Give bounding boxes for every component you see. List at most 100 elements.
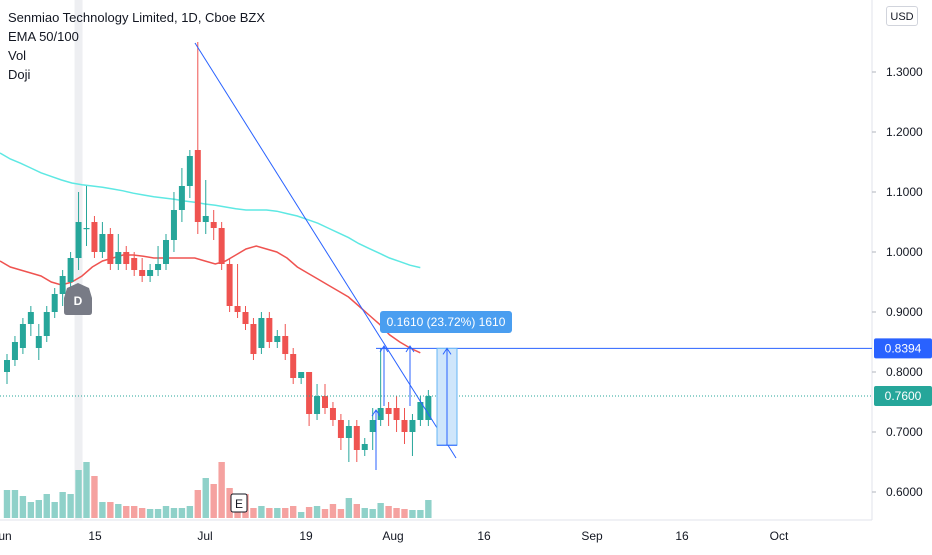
volume-bar bbox=[409, 510, 416, 518]
doji-marker[interactable] bbox=[64, 283, 92, 315]
volume-bar bbox=[146, 509, 154, 518]
candle-body[interactable] bbox=[369, 420, 376, 432]
candle-body[interactable] bbox=[266, 318, 273, 342]
candle-body[interactable] bbox=[51, 294, 58, 312]
candle-body[interactable] bbox=[43, 312, 50, 336]
price-range-arrowhead bbox=[442, 347, 452, 355]
candle-body[interactable] bbox=[250, 324, 257, 354]
volume-bar bbox=[11, 490, 19, 518]
candle-body[interactable] bbox=[282, 336, 289, 354]
candle-body[interactable] bbox=[417, 402, 424, 420]
candle-body[interactable] bbox=[194, 150, 201, 222]
volume-bar bbox=[417, 510, 424, 518]
volume-bar bbox=[250, 508, 257, 518]
volume-bar bbox=[186, 506, 194, 518]
candle-body[interactable] bbox=[329, 408, 336, 420]
volume-bar bbox=[274, 508, 281, 518]
price-tick-label: 1.0000 bbox=[886, 245, 923, 259]
earnings-marker[interactable] bbox=[230, 493, 248, 513]
candle-body[interactable] bbox=[345, 426, 352, 438]
candle-body[interactable] bbox=[139, 270, 146, 276]
candle-body[interactable] bbox=[91, 222, 98, 252]
candle-body[interactable] bbox=[401, 420, 408, 432]
target-price-badge[interactable] bbox=[874, 338, 932, 359]
volume-bar bbox=[107, 502, 114, 518]
candle-body[interactable] bbox=[115, 252, 122, 264]
ema-indicator-label[interactable]: EMA 50/100 bbox=[8, 29, 79, 44]
price-tick-label: 1.2000 bbox=[886, 125, 923, 139]
last-price-badge[interactable] bbox=[874, 386, 932, 406]
time-tick-label: Jun bbox=[0, 529, 12, 543]
volume-bar bbox=[218, 462, 225, 518]
volume-bar bbox=[91, 476, 98, 518]
candle-body[interactable] bbox=[298, 372, 305, 378]
volume-bar bbox=[337, 509, 345, 518]
candle-body[interactable] bbox=[290, 354, 297, 378]
candle-body[interactable] bbox=[123, 252, 130, 264]
candle-body[interactable] bbox=[314, 396, 321, 414]
candle-body[interactable] bbox=[361, 444, 368, 450]
time-tick-label: Sep bbox=[581, 529, 603, 543]
candle-body[interactable] bbox=[258, 318, 265, 348]
arrow-drawing-head bbox=[379, 345, 389, 353]
candle-body[interactable] bbox=[163, 240, 169, 264]
volume-bar bbox=[162, 506, 170, 518]
candle-body[interactable] bbox=[75, 222, 82, 258]
candle-body[interactable] bbox=[274, 336, 281, 342]
candle-body[interactable] bbox=[202, 216, 209, 222]
trend-line[interactable] bbox=[194, 42, 457, 459]
volume-bar bbox=[210, 484, 217, 518]
candle-body[interactable] bbox=[35, 336, 42, 348]
volume-bar bbox=[305, 507, 313, 518]
candle-body[interactable] bbox=[306, 372, 313, 414]
candle-body[interactable] bbox=[337, 420, 344, 438]
candle-body[interactable] bbox=[67, 258, 74, 282]
volume-bar bbox=[393, 508, 400, 518]
earnings-marker-label: E bbox=[235, 497, 243, 511]
arrow-drawing-head bbox=[405, 345, 415, 353]
volume-bar bbox=[67, 494, 74, 518]
measure-label: 0.1610 (23.72%) 1610 bbox=[387, 315, 506, 329]
candle-body[interactable] bbox=[170, 210, 177, 240]
candle-body[interactable] bbox=[27, 312, 34, 324]
doji-indicator-label[interactable]: Doji bbox=[8, 67, 31, 82]
volume-bar bbox=[131, 506, 138, 518]
candle-body[interactable] bbox=[425, 396, 432, 420]
candle-body[interactable] bbox=[322, 396, 328, 408]
candle-body[interactable] bbox=[155, 264, 162, 270]
candle-body[interactable] bbox=[242, 312, 249, 324]
chart-title[interactable]: Senmiao Technology Limited, 1D, Cboe BZX bbox=[8, 10, 266, 25]
candle-body[interactable] bbox=[99, 234, 106, 252]
target-price-badge-label: 0.8394 bbox=[885, 341, 922, 355]
time-tick-label: Oct bbox=[770, 529, 789, 543]
time-tick-label: Aug bbox=[382, 529, 403, 543]
candle-body[interactable] bbox=[377, 408, 384, 420]
candle-body[interactable] bbox=[234, 306, 241, 312]
volume-bar bbox=[83, 462, 90, 518]
volume-bar bbox=[377, 503, 384, 518]
candle-body[interactable] bbox=[409, 420, 416, 432]
candle-body[interactable] bbox=[19, 324, 26, 348]
candle-body[interactable] bbox=[11, 342, 18, 360]
candle-body[interactable] bbox=[385, 408, 392, 414]
volume-bar bbox=[138, 508, 146, 518]
currency-button[interactable]: USD bbox=[886, 6, 918, 26]
candle-body[interactable] bbox=[4, 360, 10, 372]
candle-body[interactable] bbox=[226, 264, 233, 306]
candle-body[interactable] bbox=[147, 270, 154, 276]
candle-body[interactable] bbox=[131, 258, 138, 270]
candle-body[interactable] bbox=[59, 276, 66, 294]
candle-body[interactable] bbox=[210, 222, 217, 228]
candle-body[interactable] bbox=[107, 234, 114, 264]
candle-body[interactable] bbox=[178, 186, 185, 210]
candle-body[interactable] bbox=[353, 426, 360, 450]
candle-body[interactable] bbox=[186, 156, 193, 186]
volume-indicator-label[interactable]: Vol bbox=[8, 48, 27, 63]
candle-body[interactable] bbox=[393, 408, 400, 420]
volume-bar bbox=[115, 504, 122, 518]
volume-bar bbox=[226, 488, 233, 518]
candle-body[interactable] bbox=[218, 228, 225, 264]
candle-body[interactable] bbox=[83, 228, 90, 230]
